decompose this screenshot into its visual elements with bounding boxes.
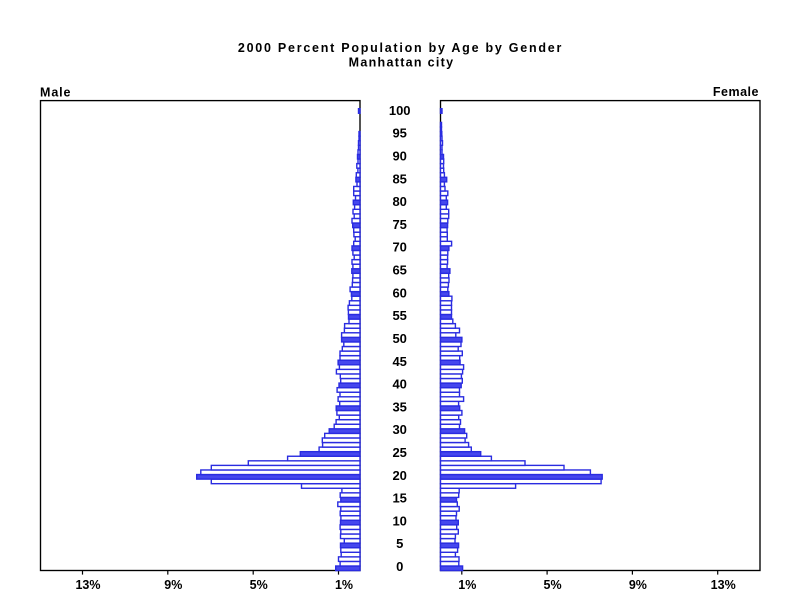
svg-text:5: 5 — [396, 536, 403, 551]
svg-text:0: 0 — [396, 559, 403, 574]
svg-text:Manhattan city: Manhattan city — [349, 56, 455, 70]
svg-text:85: 85 — [392, 171, 406, 186]
svg-text:55: 55 — [392, 308, 406, 323]
svg-text:5%: 5% — [544, 578, 562, 592]
svg-text:95: 95 — [392, 126, 406, 141]
svg-text:1%: 1% — [458, 578, 476, 592]
svg-text:25: 25 — [392, 445, 406, 460]
svg-text:13%: 13% — [75, 578, 100, 592]
svg-text:Female: Female — [713, 85, 759, 99]
svg-text:5%: 5% — [250, 578, 268, 592]
svg-text:10: 10 — [392, 513, 406, 528]
svg-text:80: 80 — [392, 194, 406, 209]
svg-text:70: 70 — [392, 240, 406, 255]
svg-text:40: 40 — [392, 377, 406, 392]
svg-text:90: 90 — [392, 149, 406, 164]
svg-text:20: 20 — [392, 468, 406, 483]
svg-text:1%: 1% — [335, 578, 353, 592]
svg-text:60: 60 — [392, 285, 406, 300]
svg-text:50: 50 — [392, 331, 406, 346]
svg-text:35: 35 — [392, 399, 406, 414]
svg-text:13%: 13% — [711, 578, 736, 592]
svg-text:75: 75 — [392, 217, 406, 232]
svg-text:45: 45 — [392, 354, 406, 369]
svg-text:2000 Percent Population by Age: 2000 Percent Population by Age by Gender — [238, 41, 563, 55]
svg-text:9%: 9% — [164, 578, 182, 592]
svg-text:30: 30 — [392, 422, 406, 437]
svg-text:15: 15 — [392, 491, 406, 506]
svg-text:65: 65 — [392, 263, 406, 278]
svg-text:9%: 9% — [629, 578, 647, 592]
svg-text:100: 100 — [389, 103, 411, 118]
svg-text:Male: Male — [40, 85, 71, 99]
